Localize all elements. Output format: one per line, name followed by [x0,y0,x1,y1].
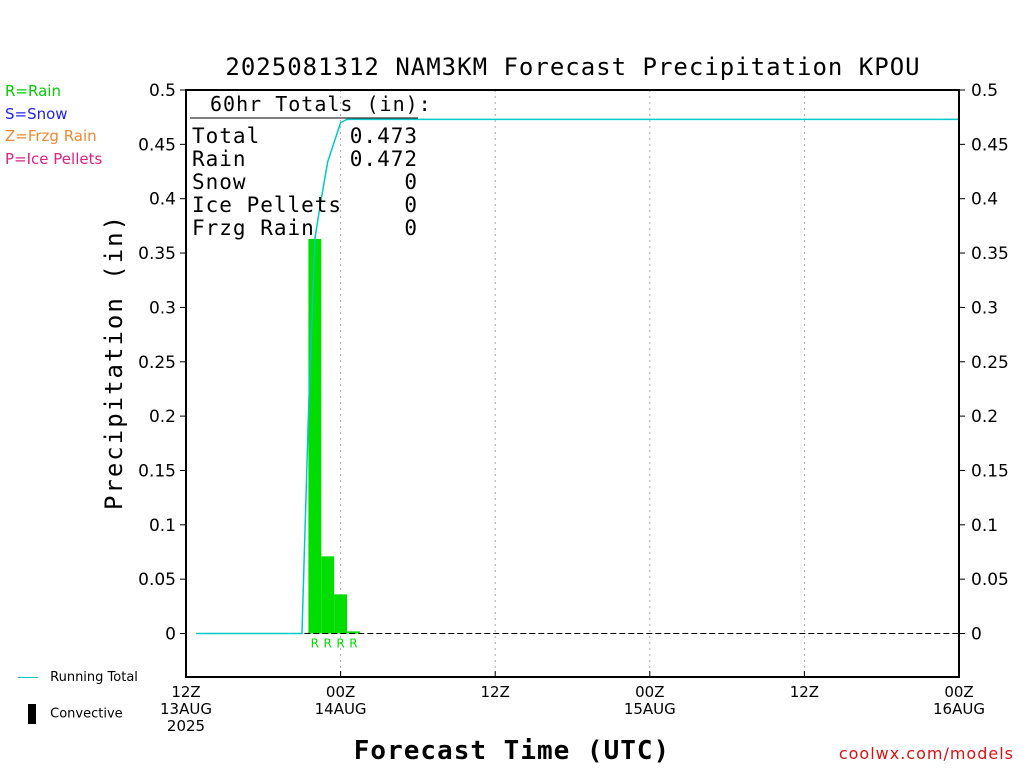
x-tick-label: 00Z [326,683,355,701]
y-tick-label-right: 0.15 [971,461,1009,481]
y-tick-label-left: 0.05 [138,570,176,590]
precip-bar [347,631,360,634]
running-total-swatch [18,677,38,678]
totals-row-label: Ice Pellets [192,193,342,217]
y-tick-label-left: 0.4 [149,190,176,210]
type-legend-item: R=Rain [5,82,61,100]
y-tick-label-left: 0.1 [149,516,176,536]
precip-type-label: R [324,637,332,651]
y-tick-label-left: 0.35 [138,244,176,264]
x-tick-label: 13AUG [160,700,212,718]
precip-type-label: R [311,637,319,651]
type-legend-item: S=Snow [5,104,68,123]
x-tick-label: 14AUG [315,700,367,718]
x-tick-label: 2025 [167,717,205,735]
precip-type-label: R [349,637,357,651]
convective-swatch [28,704,36,724]
x-axis-label: Forecast Time (UTC) [354,736,670,766]
y-tick-label-left: 0.15 [138,461,176,481]
x-tick-label: 15AUG [624,700,676,718]
running-total-line [196,118,959,635]
y-tick-label-right: 0.45 [971,135,1009,155]
y-tick-label-right: 0.05 [971,570,1009,590]
precip-bar [308,238,322,634]
x-tick-label: 00Z [944,683,973,701]
type-legend-item: Z=Frzg Rain [5,127,97,145]
running-total-legend: Running Total [18,670,138,685]
x-tick-label: 12Z [481,683,510,701]
precip-bar [334,594,348,634]
plot-area: R R R R0 00.05 0.050.1 0.10.15 0.150.2 0.20.25 0.… [138,81,1009,735]
y-tick-label-left: 0.25 [138,353,176,373]
precip-bar [321,556,335,634]
chart-title: 2025081312 NAM3KM Forecast Precipitation… [225,53,920,81]
totals-row-label: Snow [192,170,247,194]
x-tick-label: 12Z [171,683,200,701]
totals-row-label: Frzg Rain [192,216,315,240]
convective-label: Convective [50,706,123,722]
x-tick-label: 12Z [790,683,819,701]
totals-title: 60hr Totals (in): [210,92,432,116]
x-tick-label: 00Z [635,683,664,701]
running-total-label: Running Total [50,670,138,685]
y-tick-label-right: 0.2 [971,407,998,427]
totals-row-value: 0.473 [350,124,418,148]
precip-type-label: R [336,637,344,651]
y-tick-label-left: 0 [165,625,176,645]
totals-row-label: Total [192,124,260,148]
y-tick-label-left: 0.3 [149,298,176,318]
totals-row-value: 0 [404,216,418,240]
y-tick-label-right: 0 [971,625,982,645]
plot-frame [185,89,960,678]
credit-link[interactable]: coolwx.com/models [838,744,1014,763]
y-tick-label-right: 0.35 [971,244,1009,264]
y-tick-label-left: 0.2 [149,407,176,427]
y-axis-label: Precipitation (in) [100,214,128,510]
totals-row-label: Rain [192,147,247,171]
y-tick-label-right: 0.1 [971,516,998,536]
totals-row-value: 0.472 [350,147,418,171]
x-tick-label: 16AUG [933,700,985,718]
y-tick-label-right: 0.3 [971,298,998,318]
type-legend-item: P=Ice Pellets [5,149,103,168]
y-tick-label-left: 0.45 [138,135,176,155]
y-tick-label-left: 0.5 [149,81,176,101]
y-tick-label-right: 0.25 [971,353,1009,373]
y-tick-label-right: 0.5 [971,81,998,101]
y-tick-label-right: 0.4 [971,190,998,210]
totals-row-value: 0 [404,170,418,194]
convective-legend: Convective [28,704,123,724]
totals-row-value: 0 [404,193,418,217]
